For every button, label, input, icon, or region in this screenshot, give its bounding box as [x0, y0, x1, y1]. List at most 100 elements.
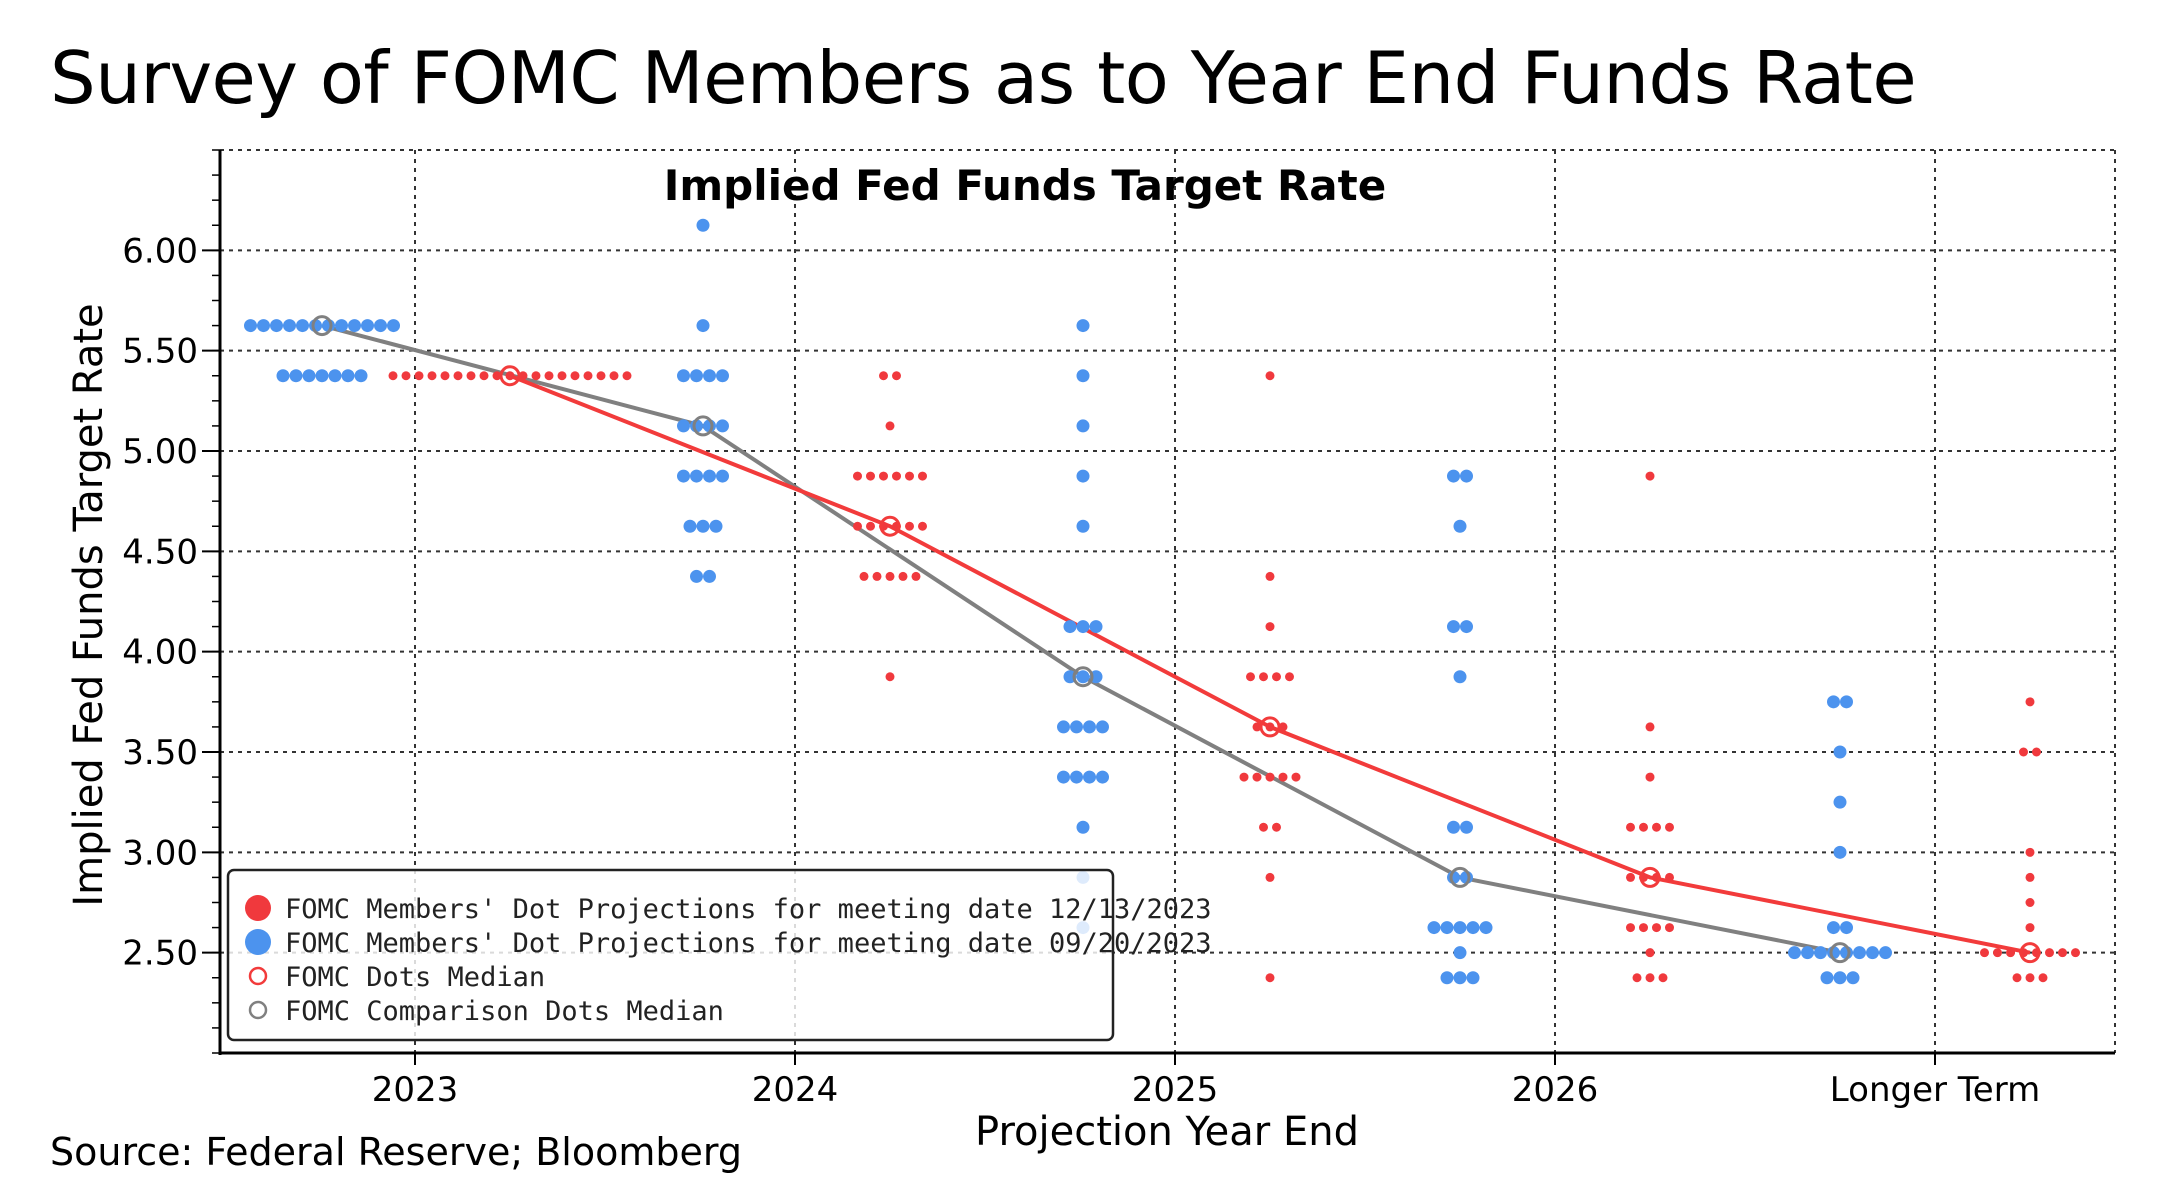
x-tick-label: Longer Term [1830, 1070, 2040, 1110]
sep-dot-projection [703, 569, 716, 583]
sep-dot-projection [1788, 946, 1801, 960]
dec-median-marker [879, 515, 901, 537]
dec-dot-projection [1265, 571, 1275, 581]
dec-dot-projection [2025, 847, 2035, 857]
dec-dot-projection [1665, 923, 1674, 933]
sep-dot-projection [1466, 971, 1480, 985]
sep-dot-projection [1846, 971, 1860, 985]
dec-dot-projection [2025, 697, 2035, 707]
dec-dot-projection [879, 471, 888, 481]
dec-dot-projection [885, 672, 895, 682]
sep-dot-projection [276, 369, 290, 383]
dec-dot-projection [1278, 772, 1288, 782]
dec-dot-projection [1645, 722, 1655, 732]
dec-dot-projection [885, 571, 895, 581]
sep-dot-projection [696, 319, 710, 333]
dec-dot-projection [466, 371, 476, 381]
dec-dot-projection [609, 371, 619, 381]
sep-dot-projection [1453, 946, 1467, 960]
x-tick-label: 2023 [372, 1070, 459, 1110]
sep-dot-projection [690, 369, 703, 383]
sep-dot-projection [296, 319, 309, 333]
dec-dot-projection [1652, 923, 1661, 933]
median-markers [311, 315, 2041, 964]
sep-dot-projection [1453, 971, 1467, 985]
dec-dot-projection [479, 371, 489, 381]
sep-dot-projection [1840, 695, 1853, 709]
sep-median-marker [692, 415, 714, 437]
sep-dot-projection [1070, 720, 1083, 734]
dec-dot-projection [1645, 471, 1655, 481]
sep-median-line [321, 323, 1841, 955]
sep-dot-projection [1453, 921, 1467, 935]
sep-dot-projection [1076, 670, 1090, 684]
dec-dot-projection [1639, 923, 1648, 933]
sep-dot-projection [1057, 720, 1070, 734]
sep-dot-projection [348, 319, 361, 333]
sep-dot-projection [1833, 971, 1847, 985]
sep-dot-projection [1820, 971, 1834, 985]
dec-dot-projection [2025, 923, 2035, 933]
sep-dot-projection [270, 319, 283, 333]
sep-dot-projection [677, 469, 690, 483]
sep-dot-projection [1447, 820, 1460, 834]
dec-dot-projection [866, 521, 875, 531]
sep-dot-projection [1083, 770, 1096, 784]
legend-label-sep-dots: FOMC Members' Dot Projections for meetin… [285, 928, 1212, 959]
dec-dot-projection [1665, 822, 1674, 832]
dec-dot-projection [1291, 772, 1301, 782]
sep-dot-projection [1076, 469, 1090, 483]
sep-dot-projection [328, 369, 342, 383]
dec-dot-projection [518, 371, 528, 381]
dec-dot-projection [853, 471, 862, 481]
x-tick-label: 2026 [1512, 1070, 1599, 1110]
sep-dot-projection [1447, 620, 1460, 634]
sep-dot-projection [1076, 419, 1090, 433]
dec-dot-projection [622, 371, 632, 381]
sep-dot-projection [302, 369, 316, 383]
dec-dot-projection [1652, 822, 1661, 832]
dec-dot-projection [918, 471, 927, 481]
dec-dot-projection [2038, 973, 2048, 983]
dec-dot-projection [557, 371, 567, 381]
dec-dot-projection [414, 371, 424, 381]
dec-dot-projection [1272, 672, 1281, 682]
dec-dot-projection [1665, 872, 1674, 882]
sep-dot-projection [1427, 921, 1441, 935]
dec-dot-projection [2025, 872, 2035, 882]
y-tick-label: 5.50 [122, 332, 198, 372]
sep-dot-projection [1460, 469, 1473, 483]
sep-dot-projection [1833, 745, 1847, 759]
dec-dot-projection [1265, 872, 1275, 882]
y-tick-label: 3.00 [122, 833, 198, 873]
sep-dot-projection [387, 319, 400, 333]
dec-dot-projection [872, 571, 882, 581]
sep-dot-projection [1057, 770, 1070, 784]
dec-dot-projection [905, 471, 914, 481]
dec-dot-projection [1626, 923, 1635, 933]
sep-dot-projection [1440, 971, 1454, 985]
sep-dot-projection [244, 319, 257, 333]
dec-dot-projection [440, 371, 450, 381]
dec-dot-projection [1259, 672, 1268, 682]
dec-dot-projection [1252, 772, 1262, 782]
y-tick-label: 4.50 [122, 532, 198, 572]
x-tick-label: 2024 [752, 1070, 839, 1110]
dec-dot-projection [879, 371, 888, 381]
dec-dot-projection [1993, 948, 2002, 958]
dec-dot-projection [1980, 948, 1989, 958]
sep-dot-projection [1801, 946, 1814, 960]
chart-title: Implied Fed Funds Target Rate [664, 161, 1386, 210]
sep-median-marker [311, 315, 333, 337]
sep-dot-projection [1866, 946, 1879, 960]
dec-dot-projection [905, 521, 914, 531]
sep-dot-projection [374, 319, 387, 333]
legend-box [226, 868, 1115, 1042]
sep-dot-projection [1096, 770, 1109, 784]
sep-dot-projection [361, 319, 374, 333]
dec-dot-projection [570, 371, 580, 381]
sep-dot-projection [1063, 620, 1077, 634]
dec-dot-projection [2045, 948, 2054, 958]
dec-dot-projection [911, 571, 921, 581]
dec-dot-projection [892, 471, 901, 481]
